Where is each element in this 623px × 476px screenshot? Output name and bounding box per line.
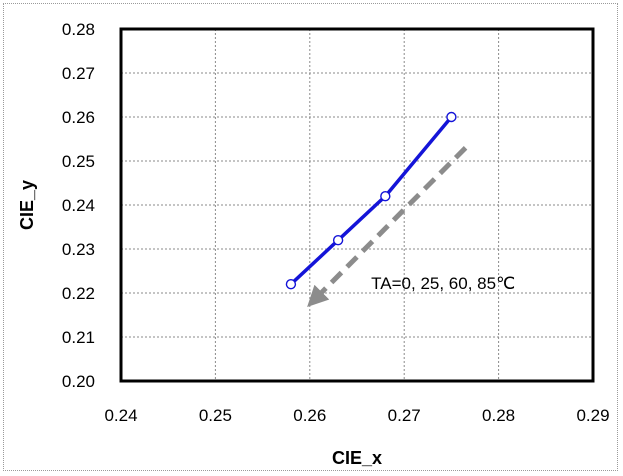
y-tick-label: 0.24 — [62, 196, 95, 215]
data-point — [380, 190, 391, 202]
x-axis-title: CIE_x — [332, 448, 382, 468]
x-tick-label: 0.29 — [576, 406, 609, 425]
y-tick-label: 0.20 — [62, 372, 95, 391]
series-layer — [285, 111, 457, 290]
plot-area — [119, 27, 595, 383]
x-tick-label: 0.26 — [293, 406, 326, 425]
x-tick-label: 0.27 — [388, 406, 421, 425]
y-tick-label: 0.26 — [62, 108, 95, 127]
annotation-layer: TA=0, 25, 60, 85℃ — [307, 146, 515, 308]
chart-frame — [3, 3, 618, 471]
grid-lines — [121, 29, 593, 381]
x-tick-label: 0.25 — [199, 406, 232, 425]
data-point — [285, 279, 297, 290]
series-line — [289, 115, 453, 286]
y-tick-label: 0.27 — [62, 64, 95, 83]
annotation-label: TA=0, 25, 60, 85℃ — [371, 274, 515, 293]
data-point — [332, 234, 344, 246]
y-axis-title: CIE_y — [17, 180, 37, 230]
y-tick-label: 0.28 — [62, 20, 95, 39]
x-tick-labels: 0.24 0.25 0.26 0.27 0.28 0.29 — [104, 406, 609, 425]
y-tick-label: 0.21 — [62, 328, 95, 347]
y-tick-label: 0.22 — [62, 284, 95, 303]
y-tick-label: 0.25 — [62, 152, 95, 171]
y-tick-label: 0.23 — [62, 240, 95, 259]
x-tick-label: 0.24 — [104, 406, 137, 425]
data-point — [446, 111, 457, 123]
y-tick-labels: 0.20 0.21 0.22 0.23 0.24 0.25 0.26 0.27 0.28 — [62, 20, 95, 391]
x-tick-label: 0.28 — [482, 406, 515, 425]
trend-arrow — [307, 146, 468, 308]
